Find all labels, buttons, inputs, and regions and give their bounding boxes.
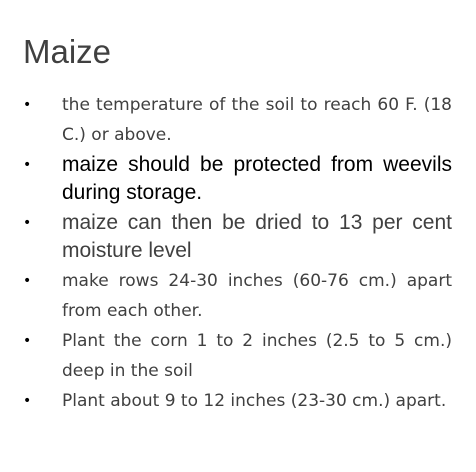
bullet-icon: • <box>23 333 32 349</box>
list-item[interactable]: • make rows 24-30 inches (60-76 cm.) apa… <box>0 266 476 326</box>
list-item[interactable]: • Plant about 9 to 12 inches (23-30 cm.)… <box>0 386 476 416</box>
list-item-text[interactable]: Plant about 9 to 12 inches (23-30 cm.) a… <box>62 391 447 411</box>
list-item-text[interactable]: make rows 24-30 inches (60-76 cm.) apart… <box>62 271 452 321</box>
list-item[interactable]: • Plant the corn 1 to 2 inches (2.5 to 5… <box>0 326 476 386</box>
list-item[interactable]: • maize can then be dried to 13 per cent… <box>0 208 476 265</box>
bullet-icon: • <box>23 393 32 409</box>
list-item-text[interactable]: Plant the corn 1 to 2 inches (2.5 to 5 c… <box>62 331 452 381</box>
list-item-text[interactable]: maize can then be dried to 13 per cent m… <box>62 211 452 262</box>
document-title[interactable]: Maize <box>23 33 112 70</box>
bullet-list: • the temperature of the soil to reach 6… <box>0 90 476 416</box>
list-item-text[interactable]: the temperature of the soil to reach 60 … <box>62 95 452 145</box>
list-item[interactable]: • the temperature of the soil to reach 6… <box>0 90 476 150</box>
bullet-icon: • <box>23 273 32 289</box>
bullet-icon: • <box>23 215 32 231</box>
bullet-icon: • <box>23 157 32 173</box>
bullet-icon: • <box>23 97 32 113</box>
list-item-text[interactable]: maize should be protected from weevils d… <box>62 153 452 204</box>
list-item[interactable]: • maize should be protected from weevils… <box>0 150 476 207</box>
